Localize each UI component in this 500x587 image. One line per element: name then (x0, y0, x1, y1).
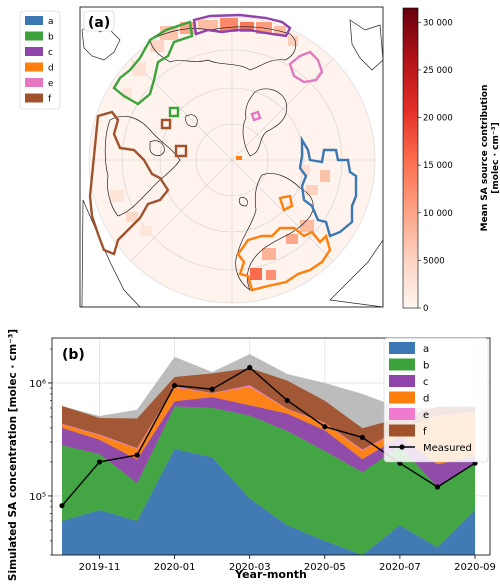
region-e-outline-2 (250, 110, 262, 122)
x-axis-label: Year-month (234, 568, 307, 581)
legend-label-f: f (423, 427, 427, 438)
measured-point (247, 364, 253, 371)
coastlines (104, 26, 314, 291)
y-tick-label: 10⁵ (29, 492, 46, 503)
measured-line (61, 366, 476, 507)
colorbar-tick-label: 10 000 (423, 209, 453, 219)
region-f-outline-3 (160, 118, 172, 130)
land-outline (349, 19, 383, 71)
legend-swatch-f (389, 424, 415, 437)
x-tick-label: 2020-01 (154, 562, 196, 573)
region-d-marker (236, 156, 242, 160)
x-tick-label: 2020-05 (304, 562, 346, 573)
colorbar-tick-label: 0 (423, 304, 428, 314)
colorbar-tick-label: 15 000 (423, 161, 453, 171)
legend-swatch-e (25, 78, 43, 87)
colorbar-tick-label: 5000 (423, 256, 445, 266)
measured-point (322, 424, 328, 430)
x-tick-label: 2019-11 (79, 562, 121, 573)
measured-point (359, 434, 365, 440)
legend-swatch-f (25, 93, 43, 103)
panel-a-label: (a) (88, 15, 110, 31)
legend-label-measured: Measured (423, 443, 472, 454)
legend-swatch-b (25, 31, 43, 41)
legend-measured-marker (399, 444, 405, 450)
region-d-outline (236, 226, 332, 292)
x-tick-label: 2020-07 (379, 562, 421, 573)
axes-frame (51, 337, 491, 556)
region-e-outline (288, 50, 324, 84)
panel-b-label: (b) (62, 347, 85, 363)
colorbar-tick-label: 25 000 (423, 66, 453, 76)
legend-swatch-d (389, 391, 415, 404)
region-a-outline (298, 135, 358, 238)
x-tick-label: 2020-03 (229, 562, 271, 573)
region-d-outline-2 (278, 194, 294, 212)
region-b-outline-2 (168, 106, 180, 118)
legend-label-b: b (48, 33, 54, 43)
measured-point (209, 386, 215, 392)
legend-swatch-e (389, 408, 415, 420)
y-tick-label: 10⁶ (29, 379, 46, 390)
region-c-outline (192, 13, 292, 38)
graticule (89, 17, 375, 303)
land-outline (329, 239, 383, 307)
colorbar-tick-label: 30 000 (423, 18, 453, 28)
legend-swatch-a (25, 16, 43, 25)
measured-point (134, 452, 140, 458)
legend-swatch-c (389, 375, 415, 387)
measured-point (434, 484, 441, 490)
measured-point (96, 459, 103, 465)
area-series-d (62, 386, 475, 465)
x-tick-label: 2020-09 (454, 562, 496, 573)
colorbar-unit: [molec · cm⁻³] (491, 122, 500, 193)
region-f-outline (88, 110, 170, 256)
measured-point (59, 503, 65, 509)
measured-point (284, 397, 290, 404)
region-b-outline (112, 20, 194, 106)
legend-label-e: e (48, 79, 54, 89)
panel-b: 10⁵ 10⁶ 2019-11 2020-01 2020-03 2020-05 2020-0… (7, 329, 496, 581)
measured-point (172, 382, 178, 389)
legend-swatch-a (389, 342, 415, 354)
y-axis-label: Simulated SA concentration [molec · cm⁻³… (7, 329, 19, 581)
legend-label-c: c (48, 48, 53, 58)
legend-label-d: d (48, 64, 54, 74)
area-series-a (62, 449, 475, 555)
colorbar: 0 5000 10 000 15 000 20 000 25 000 30 000 Mean… (402, 7, 500, 314)
source-contribution-cells (110, 18, 330, 280)
legend-swatch-b (389, 358, 415, 371)
area-series-c (62, 397, 475, 487)
colorbar-scale (402, 7, 419, 309)
source-regions (88, 13, 358, 292)
area-series-b (62, 406, 475, 555)
colorbar-tick-label: 20 000 (423, 114, 453, 124)
colorbar-title: Mean SA source contribution (480, 85, 490, 232)
legend-label-b: b (423, 361, 429, 372)
legend-label-e: e (423, 410, 429, 421)
region-f-outline-2 (174, 144, 188, 158)
legend-label-c: c (423, 377, 429, 388)
legend-swatch-c (25, 47, 43, 56)
legend-label-d: d (423, 394, 429, 405)
legend-label-a: a (423, 344, 429, 355)
legend-label-f: f (48, 95, 52, 105)
legend-label-a: a (48, 17, 54, 27)
legend-swatch-d (25, 62, 43, 72)
area-series-f (62, 368, 475, 450)
timeseries-plot: 10⁵ 10⁶ 2019-11 2020-01 2020-03 2020-05 2020-0… (29, 337, 496, 573)
